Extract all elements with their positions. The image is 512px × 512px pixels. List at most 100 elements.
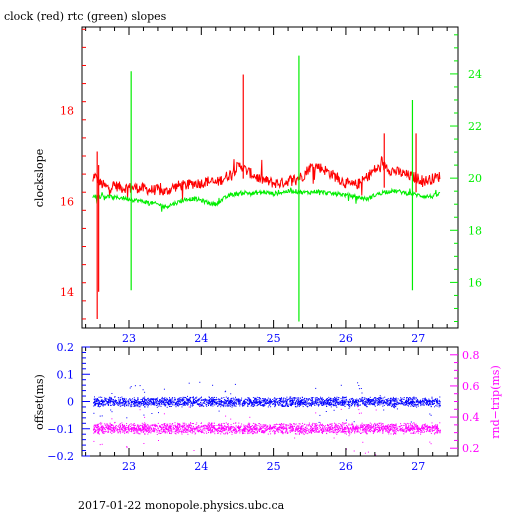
top-y2-tick-label: 24 <box>468 68 482 81</box>
rnd-trip-point <box>186 425 188 427</box>
rnd-trip-point <box>306 427 308 429</box>
rnd-trip-point <box>284 431 286 433</box>
rnd-trip-point <box>244 432 246 434</box>
offset-point <box>189 397 191 399</box>
rnd-trip-point <box>388 425 390 427</box>
offset-point <box>94 399 96 401</box>
top-y2-tick-label: 18 <box>468 224 482 237</box>
offset-point <box>422 400 423 401</box>
offset-point <box>307 399 309 401</box>
rnd-trip-point <box>344 433 346 435</box>
rnd-trip-point <box>213 425 215 427</box>
rnd-trip-point <box>314 429 316 431</box>
offset-point <box>283 397 285 399</box>
offset-point <box>145 404 147 406</box>
rnd-trip-point <box>210 432 212 434</box>
rnd-trip-point <box>250 427 252 429</box>
rnd-trip-point <box>270 433 272 435</box>
offset-point <box>373 398 375 400</box>
offset-point <box>305 400 307 402</box>
offset-point <box>153 398 155 400</box>
bottom-y-axis-label: offset(ms) <box>33 374 46 430</box>
rnd-trip-point <box>357 431 359 433</box>
offset-point <box>108 401 110 403</box>
offset-point <box>220 406 222 408</box>
offset-point <box>312 400 314 402</box>
clock-series-line <box>92 156 441 201</box>
offset-point <box>120 402 122 404</box>
rnd-trip-point <box>289 430 291 432</box>
offset-point <box>299 404 301 406</box>
offset-point <box>252 397 254 399</box>
offset-point <box>292 401 294 403</box>
rnd-trip-point <box>143 429 145 430</box>
offset-point <box>391 405 393 407</box>
rnd-trip-point <box>121 422 123 424</box>
offset-point <box>403 398 405 400</box>
offset-point <box>161 403 163 405</box>
offset-point <box>270 406 272 408</box>
rnd-trip-point <box>227 425 229 427</box>
rnd-trip-point <box>95 431 96 433</box>
offset-point <box>195 400 197 402</box>
offset-point <box>374 402 376 404</box>
offset-point <box>390 398 392 400</box>
offset-point <box>189 399 191 401</box>
offset-point <box>312 401 314 403</box>
offset-point <box>432 404 434 405</box>
rnd-trip-point <box>333 432 335 434</box>
offset-point <box>438 399 440 401</box>
rnd-trip-point <box>115 425 117 426</box>
offset-point <box>259 397 261 399</box>
offset-point <box>430 400 432 402</box>
rnd-trip-point <box>308 422 310 424</box>
offset-point <box>238 398 240 400</box>
rnd-trip-point <box>185 428 187 430</box>
offset-point <box>355 400 357 402</box>
offset-point <box>300 399 301 401</box>
offset-point <box>427 401 429 403</box>
rnd-trip-point <box>406 430 408 432</box>
offset-point <box>317 399 319 401</box>
rnd-trip-point <box>189 430 190 432</box>
offset-point <box>283 401 285 403</box>
offset-point <box>163 398 165 400</box>
offset-point <box>294 398 296 400</box>
offset-point <box>371 400 373 402</box>
offset-point <box>405 401 407 403</box>
offset-point <box>393 404 395 405</box>
rnd-trip-point <box>143 427 145 429</box>
offset-point <box>307 403 309 405</box>
rnd-trip-point <box>365 424 367 426</box>
offset-point <box>417 400 418 402</box>
offset-point <box>432 401 433 403</box>
offset-point <box>434 399 436 400</box>
rnd-trip-point <box>117 431 119 433</box>
offset-point <box>384 401 386 403</box>
rnd-trip-point <box>406 426 407 428</box>
rnd-trip-point <box>130 431 132 432</box>
rnd-trip-point <box>136 429 138 430</box>
rnd-trip-point <box>349 428 351 430</box>
offset-point <box>263 403 265 405</box>
offset-point <box>322 398 324 400</box>
rnd-trip-point <box>119 429 121 431</box>
rnd-trip-point <box>201 430 203 432</box>
rnd-trip-point <box>107 431 109 433</box>
rnd-trip-point <box>244 427 246 429</box>
rnd-trip-point <box>355 428 356 430</box>
offset-point <box>184 404 186 406</box>
rnd-trip-point <box>273 427 275 429</box>
offset-point <box>235 399 237 401</box>
offset-point <box>101 399 103 401</box>
rnd-trip-point <box>119 428 121 430</box>
offset-point <box>321 397 323 399</box>
rnd-trip-point <box>149 431 150 433</box>
offset-point <box>396 404 398 406</box>
rnd-trip-point <box>300 431 302 433</box>
offset-point <box>365 398 367 400</box>
rnd-trip-point <box>340 425 342 427</box>
offset-point <box>97 404 99 406</box>
rnd-trip-point <box>235 432 237 434</box>
offset-point <box>125 402 127 404</box>
